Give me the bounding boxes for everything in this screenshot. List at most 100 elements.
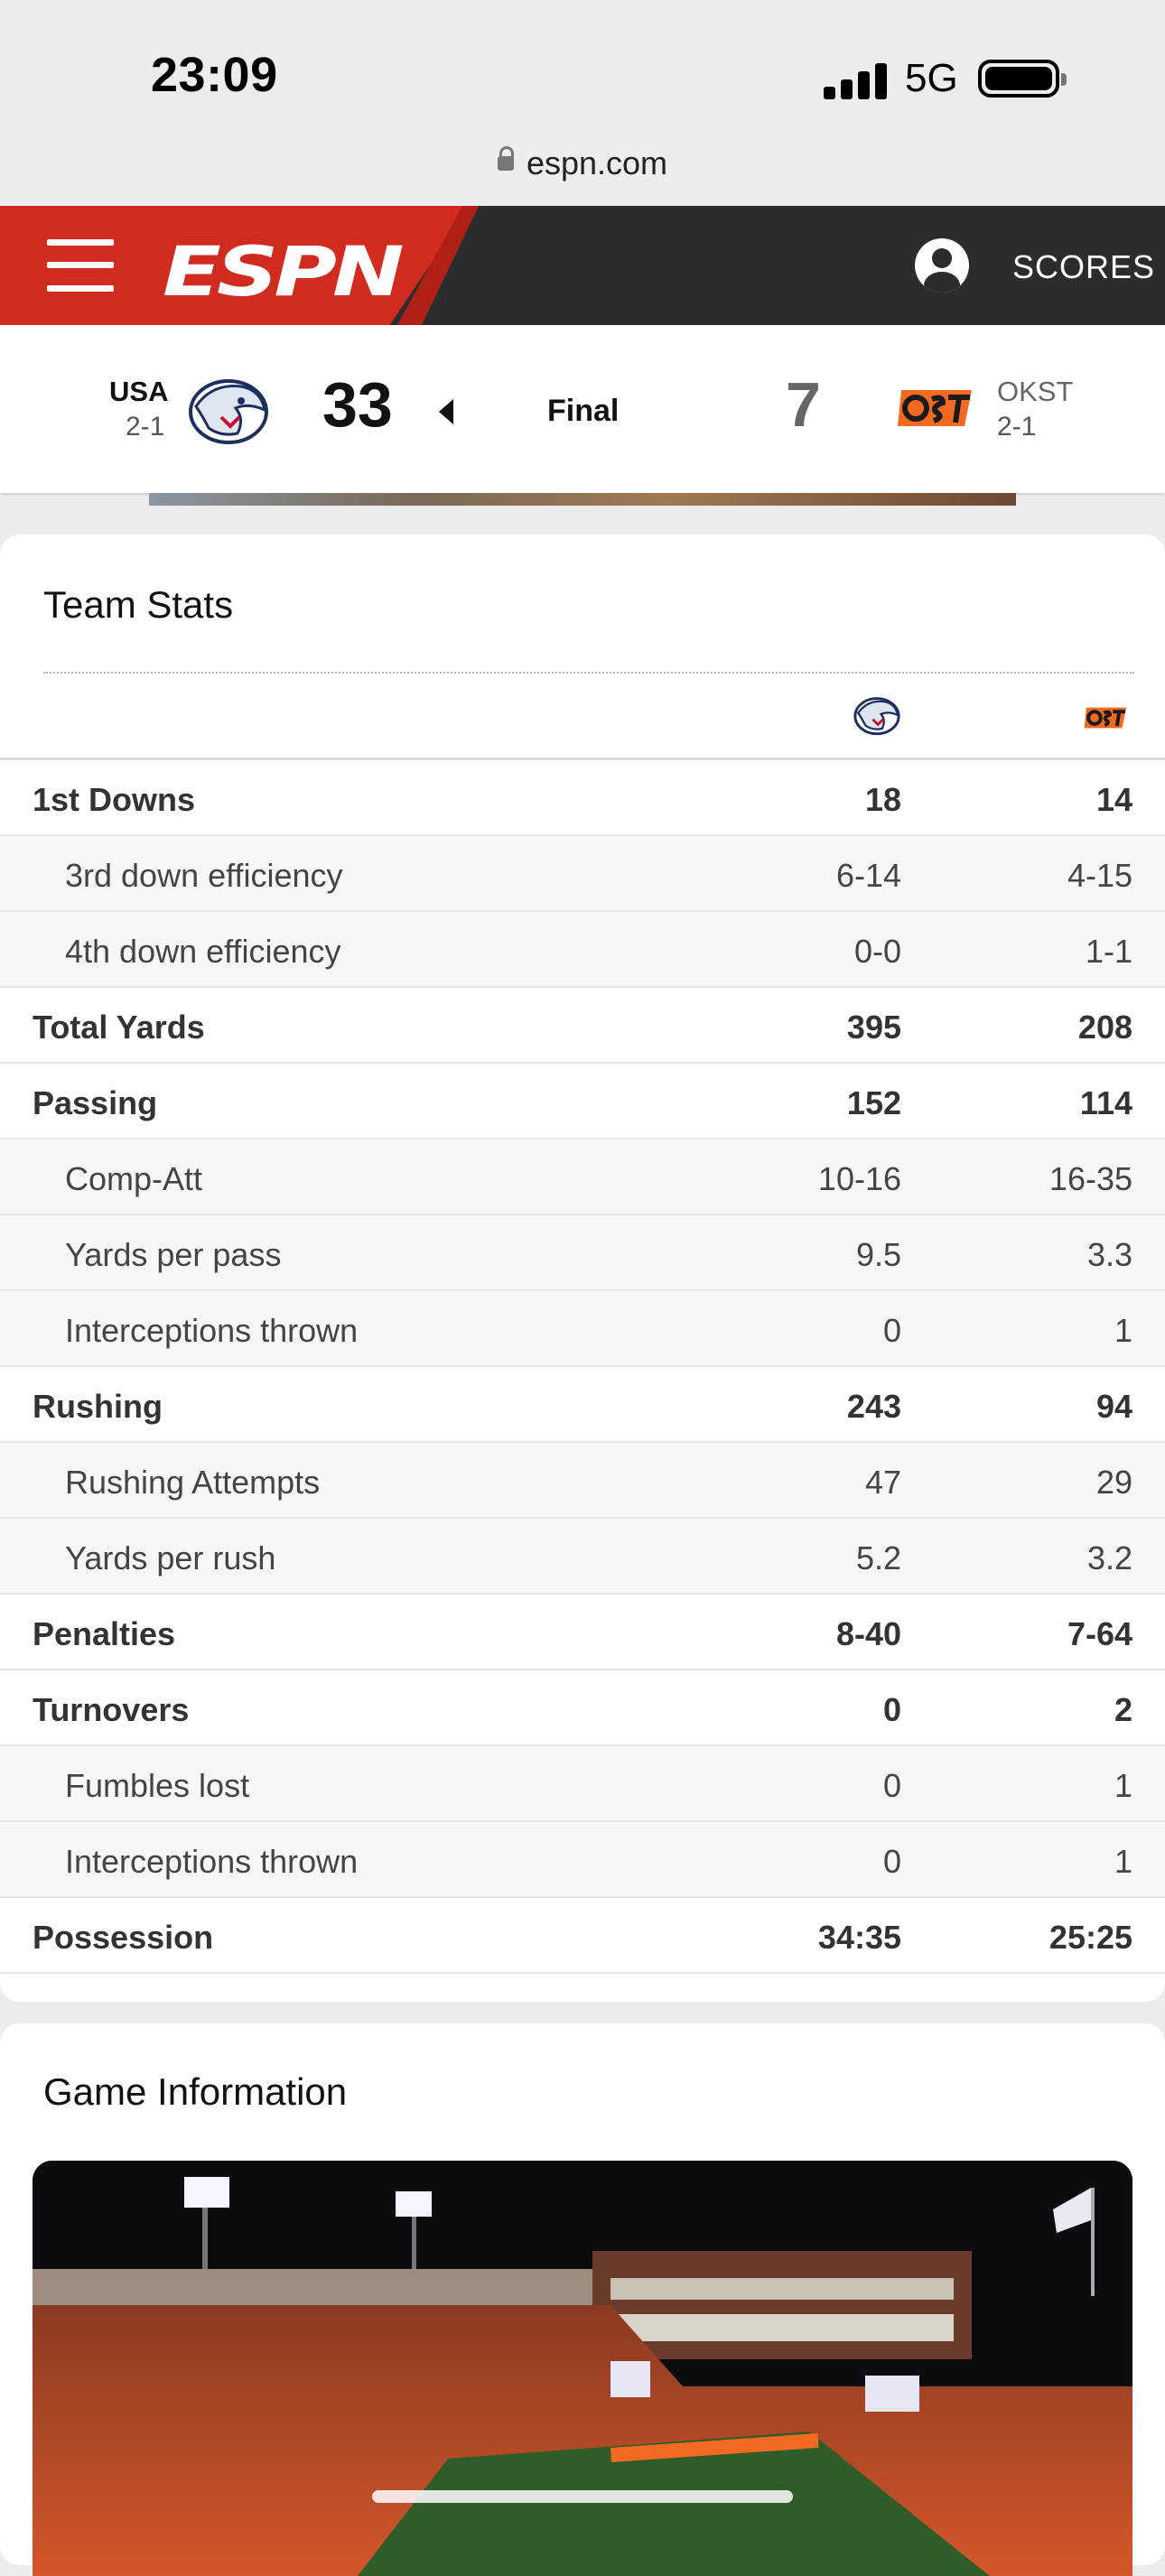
stat-row: Fumbles lost 0 1 [0,1746,1165,1822]
stat-value-okst: 3.2 [1086,1539,1132,1576]
stat-value-okst: 2 [1114,1691,1132,1728]
ad-banner[interactable] [149,493,1016,506]
stat-value-okst: 7-64 [1067,1615,1132,1652]
stat-value-usa: 0-0 [853,933,901,970]
stat-value-okst: 29 [1095,1464,1132,1501]
hamburger-menu-icon[interactable] [47,239,114,292]
stat-value-okst: 1 [1114,1312,1132,1349]
stat-label: 1st Downs [33,781,196,818]
stat-value-usa: 0 [882,1691,901,1728]
away-team-record: 2-1 [126,412,165,442]
stat-value-usa: 0 [882,1843,901,1880]
stat-label: 3rd down efficiency [65,857,343,894]
user-account-icon[interactable] [915,238,969,293]
stat-value-usa: 0 [882,1767,901,1804]
stat-row: Interceptions thrown 0 1 [0,1291,1165,1367]
usa-column-logo-icon [853,697,900,736]
team-stats-table: 1st Downs 18 14 3rd down efficiency 6-14 4-15… [0,760,1165,1974]
stat-value-okst: 16-35 [1048,1160,1132,1197]
stat-value-okst: 14 [1095,781,1132,818]
stat-value-okst: 4-15 [1067,857,1132,894]
stat-value-usa: 8-40 [835,1615,901,1652]
espn-header: ESPN [0,206,1165,325]
stat-label: Yards per pass [65,1236,282,1273]
stat-value-okst: 208 [1077,1009,1132,1046]
stat-label: 4th down efficiency [65,933,341,970]
status-bar: 23:09 5G [0,0,1165,149]
game-status: Final [547,394,620,428]
stat-value-usa: 395 [846,1009,901,1046]
stat-value-okst: 94 [1095,1388,1132,1425]
url-text: espn.com [526,144,668,181]
stat-value-usa: 47 [864,1464,901,1501]
stat-value-usa: 18 [864,781,901,818]
lock-icon [497,146,514,171]
stat-row: Comp-Att 10-16 16-35 [0,1139,1165,1215]
stat-label: Interceptions thrown [65,1312,359,1349]
stat-label: Interceptions thrown [65,1843,359,1880]
stat-row: Interceptions thrown 0 1 [0,1822,1165,1898]
stat-value-usa: 34:35 [817,1919,901,1956]
stat-row: Turnovers 0 2 [0,1670,1165,1746]
stat-label: Turnovers [33,1691,190,1728]
stat-row: 3rd down efficiency 6-14 4-15 [0,836,1165,912]
stat-row: Yards per pass 9.5 3.3 [0,1215,1165,1291]
home-indicator[interactable] [372,2490,793,2503]
stat-value-okst: 3.3 [1086,1236,1132,1273]
battery-icon [978,60,1067,98]
scoreboard[interactable]: USA 2-1 33 Final 7 OKST 2-1 [0,325,1165,493]
stat-label: Comp-Att [65,1160,203,1197]
stat-label: Possession [33,1919,214,1956]
stadium-photo [33,2161,1132,2576]
game-information-card: Game Information [0,2023,1165,2576]
status-time: 23:09 [151,48,278,102]
stat-row: Yards per rush 5.2 3.2 [0,1519,1165,1595]
network-label: 5G [905,56,958,100]
okst-column-logo-icon [1084,707,1127,729]
divider [43,672,1134,674]
stat-row: Possession 34:35 25:25 [0,1898,1165,1974]
signal-icon [824,60,887,99]
stat-row: Penalties 8-40 7-64 [0,1595,1165,1670]
stat-value-usa: 152 [846,1084,901,1121]
stat-value-okst: 114 [1079,1084,1132,1121]
okst-logo-icon [898,390,972,426]
stat-row: Rushing 243 94 [0,1367,1165,1443]
stat-value-usa: 5.2 [855,1539,901,1576]
stat-row: Rushing Attempts 47 29 [0,1443,1165,1519]
winner-arrow-icon [439,399,453,424]
stat-label: Fumbles lost [65,1767,250,1804]
stat-row: 1st Downs 18 14 [0,760,1165,836]
stat-value-usa: 6-14 [835,857,901,894]
stat-value-usa: 243 [846,1388,901,1425]
stat-label: Yards per rush [65,1539,276,1576]
usa-jaguars-logo-icon [189,379,268,444]
stat-value-okst: 1 [1114,1843,1132,1880]
team-stats-title: Team Stats [43,583,234,626]
stat-value-usa: 0 [882,1312,901,1349]
stat-value-usa: 9.5 [855,1236,901,1273]
table-header-line [0,758,1165,760]
stat-label: Penalties [33,1615,176,1652]
home-team-abbr: OKST [997,376,1074,407]
home-team-record: 2-1 [997,412,1037,442]
stat-value-usa: 10-16 [817,1160,901,1197]
stadium-image [33,2161,1132,2576]
stat-value-okst: 1 [1114,1767,1132,1804]
away-team-abbr: USA [109,376,169,407]
espn-logo[interactable]: ESPN [163,231,404,312]
stat-row: 4th down efficiency 0-0 1-1 [0,912,1165,988]
stat-value-okst: 1-1 [1085,933,1132,970]
team-stats-card: Team Stats 1st Downs 18 14 3rd down efficie… [0,535,1165,2002]
stat-label: Total Yards [33,1009,205,1046]
game-information-title: Game Information [43,2070,348,2113]
stat-label: Rushing Attempts [65,1464,321,1501]
home-score: 7 [786,369,821,440]
away-score: 33 [322,369,393,440]
stat-value-okst: 25:25 [1048,1919,1132,1956]
stat-row: Passing 152 114 [0,1064,1165,1139]
stat-label: Passing [33,1084,158,1121]
stat-label: Rushing [33,1388,163,1425]
url-bar[interactable]: espn.com [0,144,1165,182]
scores-link[interactable]: SCORES [1012,248,1156,285]
